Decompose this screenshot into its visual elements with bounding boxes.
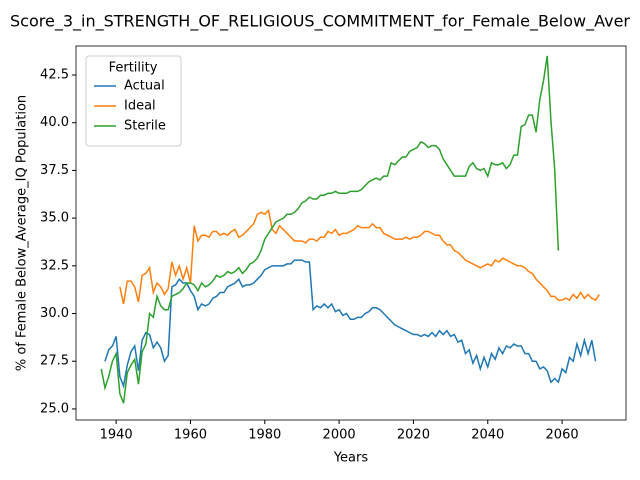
- y-tick-label: 37.5: [40, 163, 69, 178]
- legend-label: Ideal: [124, 99, 156, 114]
- y-tick-label: 27.5: [40, 354, 69, 369]
- legend-title: Fertility: [109, 61, 158, 76]
- y-tick-label: 35.0: [40, 211, 69, 226]
- x-tick-label: 1960: [174, 428, 207, 443]
- x-tick-label: 2040: [471, 428, 504, 443]
- y-tick-label: 25.0: [40, 401, 69, 416]
- plot-frame: [75, 45, 627, 421]
- x-axis-label: Years: [333, 451, 369, 466]
- legend: Fertility Actual Ideal Sterile: [85, 55, 182, 147]
- y-tick-label: 42.5: [40, 68, 69, 83]
- chart-title: Score_3_in_STRENGTH_OF_RELIGIOUS_COMMITM…: [10, 12, 630, 32]
- y-tick-label: 32.5: [40, 258, 69, 273]
- legend-label: Actual: [124, 79, 165, 94]
- legend-box: [85, 55, 182, 147]
- x-tick-label: 1940: [100, 428, 133, 443]
- y-tick-label: 40.0: [40, 115, 69, 130]
- data-line: [119, 208, 600, 305]
- y-axis-label: % of Female Below_Average_IQ Population: [15, 95, 30, 371]
- data-line: [104, 259, 597, 389]
- legend-label: Sterile: [124, 119, 166, 134]
- data-line: [100, 55, 560, 404]
- x-tick-label: 2000: [323, 428, 356, 443]
- x-tick-label: 2060: [546, 428, 579, 443]
- y-tick-label: 30.0: [40, 306, 69, 321]
- x-tick-label: 2020: [397, 428, 430, 443]
- x-tick-label: 1980: [248, 428, 281, 443]
